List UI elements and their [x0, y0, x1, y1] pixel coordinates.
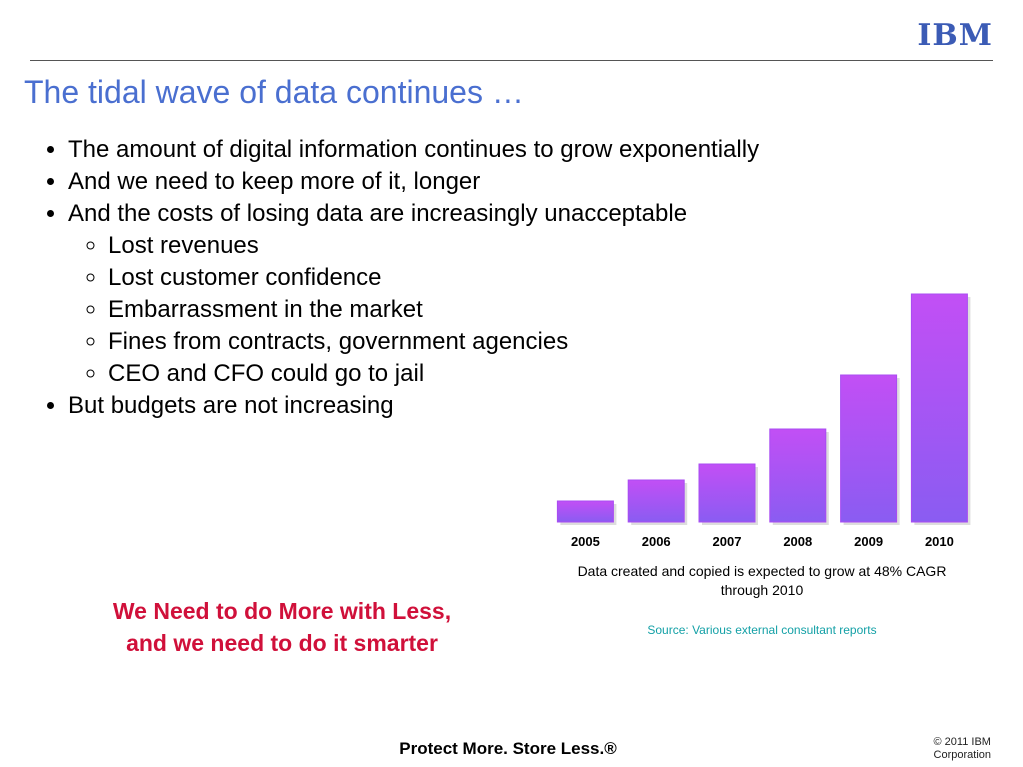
- x-tick-label: 2006: [642, 534, 671, 549]
- chart-caption: Data created and copied is expected to g…: [577, 563, 947, 598]
- sub-bullet: Lost revenues: [108, 230, 759, 262]
- bar: [910, 293, 968, 523]
- sub-bullet: CEO and CFO could go to jail: [108, 358, 759, 390]
- bullet-text: But budgets are not increasing: [68, 392, 394, 419]
- callout-line: We Need to do More with Less,: [112, 598, 452, 624]
- bar: [698, 463, 756, 523]
- bullet-text: And the costs of losing data are increas…: [68, 200, 688, 227]
- x-tick-label: 2007: [713, 534, 742, 549]
- bullet: And we need to keep more of it, longer: [68, 166, 759, 198]
- sub-bullet: Embarrassment in the market: [108, 294, 759, 326]
- sub-list: Lost revenuesLost customer confidenceEmb…: [68, 230, 759, 390]
- header-rule: [30, 60, 993, 61]
- chart-source: Source: Various external consultant repo…: [647, 623, 877, 637]
- bullet-text: And we need to keep more of it, longer: [68, 168, 481, 195]
- bullet-list: The amount of digital information contin…: [0, 134, 759, 422]
- bar: [627, 479, 685, 523]
- bullet: The amount of digital information contin…: [68, 134, 759, 166]
- bar: [556, 500, 614, 523]
- bullet: But budgets are not increasing: [68, 390, 759, 422]
- x-tick-label: 2008: [783, 534, 812, 549]
- logo: IBM: [917, 18, 993, 53]
- callout-line: and we need to do it smarter: [126, 630, 438, 656]
- bar: [840, 374, 898, 523]
- x-tick-label: 2005: [571, 534, 600, 549]
- bullet: And the costs of losing data are increas…: [68, 198, 759, 390]
- sub-bullet: Fines from contracts, government agencie…: [108, 326, 759, 358]
- slide-title: The tidal wave of data continues …: [24, 74, 524, 110]
- copyright: © 2011 IBM Corporation: [934, 736, 991, 762]
- sub-bullet: Lost customer confidence: [108, 262, 759, 294]
- callout: We Need to do More with Less, and we nee…: [40, 595, 524, 659]
- copyright-line: Corporation: [933, 749, 991, 761]
- x-tick-label: 2010: [925, 534, 954, 549]
- copyright-line: © 2011 IBM: [933, 736, 991, 748]
- bar: [769, 428, 827, 523]
- bullet-text: The amount of digital information contin…: [68, 136, 760, 163]
- x-tick-label: 2009: [854, 534, 883, 549]
- footer: Protect More. Store Less.®: [399, 739, 617, 758]
